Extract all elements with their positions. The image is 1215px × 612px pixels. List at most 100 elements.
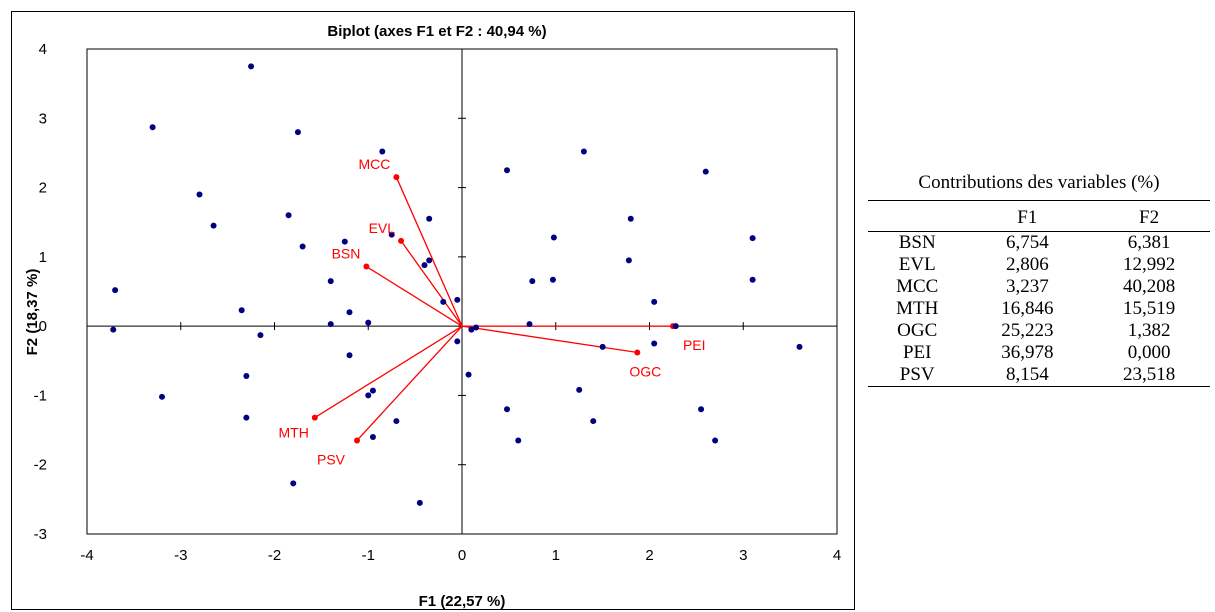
variable-vector: [356, 325, 463, 441]
table-row: EVL 2,806 12,992: [868, 254, 1210, 276]
observation-point: [248, 63, 255, 70]
observation-point: [550, 234, 557, 241]
table-row: MCC 3,237 40,208: [868, 276, 1210, 298]
variable-label: PSV: [317, 451, 346, 467]
tick-labels: -4 -3 -2 -1 0 1 2 3 4 -3 -2 -1 0 1 2 3 4: [34, 41, 842, 564]
observation-point: [504, 167, 510, 174]
row-f1: 8,154: [966, 364, 1089, 387]
variable-vector: [400, 240, 463, 327]
observation-point: [243, 373, 250, 380]
variable-label: OGC: [629, 363, 661, 379]
table-row: PSV 8,154 23,518: [868, 364, 1210, 387]
row-name: MTH: [896, 298, 939, 319]
observation-point: [110, 326, 117, 333]
observation-points: [110, 63, 803, 506]
observation-point: [749, 276, 756, 283]
variable-vector-tip: [398, 237, 405, 244]
row-f1: 36,978: [1001, 342, 1054, 363]
variable-vector-tip: [393, 174, 400, 181]
observation-point: [341, 238, 348, 245]
x-tick-label: -2: [268, 547, 281, 564]
observation-point: [369, 387, 376, 394]
row-f1: 16,846: [1001, 298, 1054, 319]
variable-label: PEI: [683, 337, 706, 353]
table-header-blank: [868, 200, 967, 232]
variable-label: BSN: [332, 246, 361, 262]
chart-title: Biplot (axes F1 et F2 : 40,94 %): [327, 23, 546, 40]
observation-point: [112, 287, 119, 294]
observation-point: [599, 343, 606, 350]
observation-point: [365, 392, 372, 399]
observation-point: [473, 324, 480, 331]
row-f2: 1,382: [1127, 320, 1171, 341]
observation-point: [627, 215, 634, 222]
row-name: PEI: [902, 342, 932, 363]
x-tick-label: 4: [833, 547, 841, 564]
observation-point: [454, 338, 461, 345]
observation-point: [468, 326, 475, 333]
observation-point: [504, 406, 510, 413]
biplot-chart: Biplot (axes F1 et F2 : 40,94 %) -4 -3 -2 -…: [24, 23, 842, 610]
observation-point: [549, 276, 556, 283]
x-tick-label: -3: [174, 547, 187, 564]
x-tick-label: -4: [80, 547, 93, 564]
row-f2: 23,518: [1088, 364, 1210, 387]
table-row: OGC 25,223 1,382: [868, 320, 1210, 342]
observation-point: [749, 235, 756, 242]
observation-point: [257, 332, 264, 339]
variable-vector-tip: [311, 414, 318, 421]
y-tick-label: 3: [39, 110, 47, 127]
row-name: MCC: [896, 276, 939, 297]
variable-labels: MCC EVL BSN PEI OGC MTH PSV: [278, 156, 705, 467]
row-f2: 15,519: [1122, 298, 1176, 319]
row-name: EVL: [898, 254, 936, 275]
table-caption: Contributions des variables (%): [868, 170, 1210, 201]
variable-vector: [314, 325, 463, 419]
x-tick-label: 1: [552, 547, 560, 564]
row-f2: 6,381: [1127, 232, 1171, 253]
variable-vector: [366, 266, 463, 327]
row-f1: 3,237: [1005, 276, 1049, 297]
observation-point: [426, 215, 433, 222]
row-f1: 6,754: [1005, 232, 1049, 253]
table-row: PEI 36,978 0,000: [868, 342, 1210, 364]
contributions-table-panel: Contributions des variables (%) F1 F2 BS…: [868, 170, 1210, 387]
observation-point: [388, 231, 395, 238]
y-tick-label: 1: [39, 249, 47, 266]
variable-vector-tip: [634, 349, 641, 356]
biplot-chart-frame: Biplot (axes F1 et F2 : 40,94 %) -4 -3 -2 -…: [11, 11, 855, 610]
y-tick-label: 2: [39, 180, 47, 197]
observation-point: [712, 437, 719, 444]
y-tick-label: 4: [39, 41, 47, 58]
observation-point: [393, 418, 400, 425]
observation-point: [515, 437, 522, 444]
observation-point: [651, 298, 658, 305]
observation-point: [149, 124, 156, 131]
variable-vector: [461, 325, 638, 354]
row-name: OGC: [897, 320, 938, 341]
observation-point: [196, 191, 203, 198]
variable-vector: [395, 176, 463, 327]
row-name: PSV: [868, 364, 967, 387]
variable-vector-tip: [354, 437, 360, 444]
y-tick-label: -1: [34, 387, 47, 404]
x-tick-label: 0: [458, 547, 466, 564]
y-tick-label: -2: [34, 457, 47, 474]
y-tick-label: -3: [34, 526, 47, 543]
variable-vectors: [311, 174, 676, 444]
observation-point: [346, 309, 353, 316]
observation-point: [651, 340, 658, 347]
observation-point: [465, 371, 472, 378]
observation-point: [210, 222, 217, 229]
x-tick-label: 2: [645, 547, 653, 564]
observation-point: [159, 393, 165, 400]
observation-point: [796, 343, 803, 350]
table-header-f2: F2: [1088, 200, 1210, 232]
row-f1: 2,806: [1005, 254, 1049, 275]
observation-point: [243, 414, 250, 421]
row-f2: 12,992: [1122, 254, 1176, 275]
observation-point: [285, 212, 292, 219]
row-f1: 25,223: [1001, 320, 1054, 341]
observation-point: [576, 386, 583, 393]
observation-point: [327, 278, 334, 285]
